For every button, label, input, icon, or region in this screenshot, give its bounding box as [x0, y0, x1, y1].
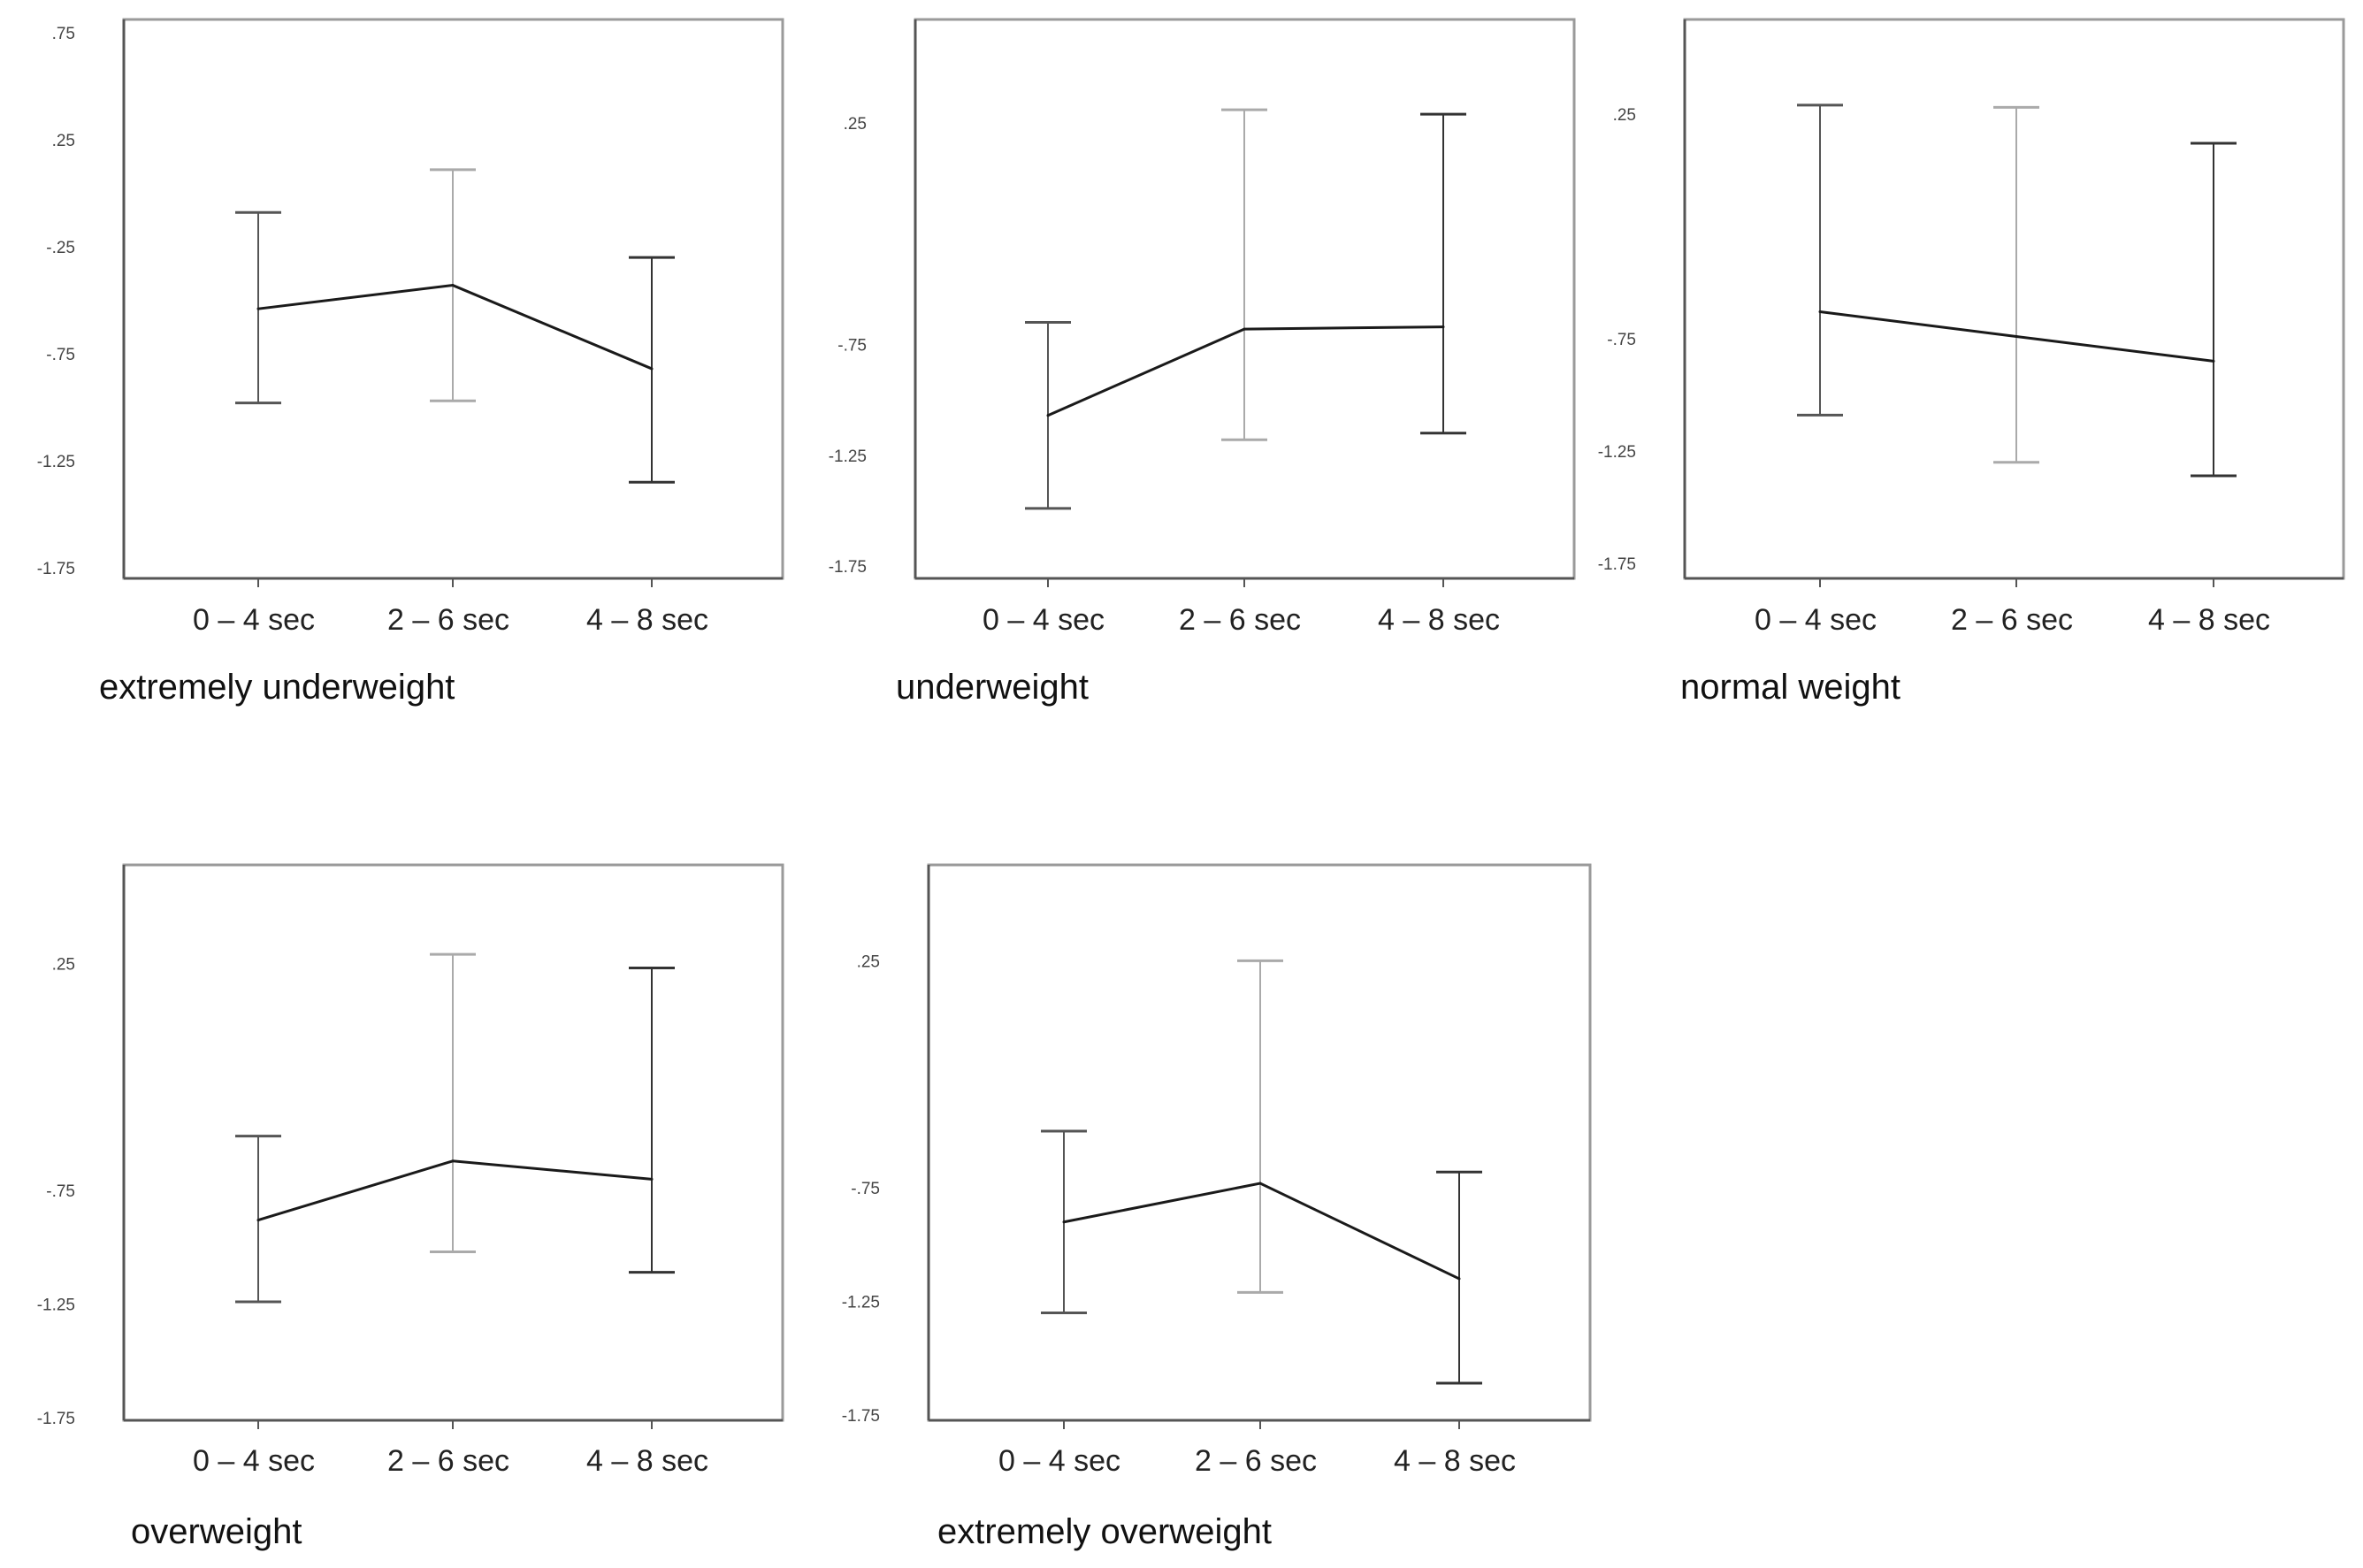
y-tick-label: -1.75 [1598, 555, 1636, 574]
y-tick-label: -.75 [46, 346, 75, 364]
mean-line [257, 284, 653, 371]
chart-panel: .25 -.75 -1.25 -1.75 0 – 4 sec 2 – 6 sec 4 – 8… [842, 863, 1592, 1551]
y-tick-label: -1.25 [842, 1294, 880, 1312]
mean-line [1063, 1182, 1460, 1281]
x-tick-label: 2 – 6 sec [1179, 603, 1301, 637]
x-tick-label: 0 – 4 sec [1755, 603, 1877, 637]
y-tick-label: .25 [52, 132, 75, 150]
y-tick-label: -.75 [1607, 331, 1636, 349]
y-tick-label: -.75 [46, 1182, 75, 1201]
y-tick-label: -1.75 [829, 558, 867, 577]
x-tick-label: 0 – 4 sec [998, 1444, 1120, 1478]
y-tick-label: .25 [857, 952, 880, 971]
panel-title: extremely overweight [937, 1512, 1272, 1551]
panel-title: extremely underweight [99, 668, 455, 707]
x-tick-label: 0 – 4 sec [193, 603, 315, 637]
x-tick-label: 2 – 6 sec [387, 603, 509, 637]
plot-frame [1683, 18, 2345, 580]
data-point [451, 1159, 455, 1163]
x-tick-label: 4 – 8 sec [586, 603, 708, 637]
panel-title: underweight [896, 668, 1089, 707]
y-tick-label: -1.75 [37, 1410, 75, 1428]
y-tick-label: -.75 [851, 1180, 880, 1198]
y-tick-label: .25 [52, 955, 75, 974]
y-tick-label: -1.25 [37, 453, 75, 471]
panel-title: normal weight [1680, 668, 1900, 707]
data-point [256, 1219, 260, 1222]
y-tick-label: .25 [1613, 106, 1636, 125]
data-point [1062, 1220, 1066, 1224]
chart-panel: .25 -.75 -1.25 -1.75 0 – 4 sec 2 – 6 sec 4 – 8… [37, 863, 784, 1551]
y-tick-label: .75 [52, 25, 75, 43]
y-tick-label: -1.25 [1598, 443, 1636, 462]
y-tick-label: -.25 [46, 239, 75, 257]
data-point [1818, 310, 1822, 314]
y-tick-label: .25 [844, 115, 867, 134]
x-tick-label: 2 – 6 sec [1195, 1444, 1317, 1478]
x-tick-label: 0 – 4 sec [193, 1444, 315, 1478]
data-point [1243, 327, 1246, 331]
chart-panel: .25 -.75 -1.25 -1.75 0 – 4 sec 2 – 6 sec 4 – 8… [1598, 18, 2345, 707]
panel-title: overweight [131, 1512, 302, 1551]
x-tick-label: 2 – 6 sec [1951, 603, 2073, 637]
mean-line [257, 1159, 653, 1222]
x-tick-label: 4 – 8 sec [2148, 603, 2270, 637]
y-tick-label: -1.75 [37, 560, 75, 578]
x-tick-label: 0 – 4 sec [983, 603, 1105, 637]
data-point [451, 284, 455, 287]
y-tick-label: -1.25 [37, 1296, 75, 1315]
data-point [650, 367, 654, 371]
data-point [2015, 334, 2018, 338]
data-point [650, 1177, 654, 1181]
y-tick-label: -.75 [837, 337, 867, 356]
data-point [2212, 359, 2215, 363]
x-tick-label: 2 – 6 sec [387, 1444, 509, 1478]
data-point [1046, 414, 1050, 417]
data-point [1258, 1182, 1262, 1185]
chart-panel: .25 -.75 -1.25 -1.75 0 – 4 sec 2 – 6 sec 4 – 8… [829, 18, 1576, 707]
data-point [256, 307, 260, 310]
x-tick-label: 4 – 8 sec [586, 1444, 708, 1478]
y-tick-label: -1.75 [842, 1407, 880, 1426]
data-point [1457, 1277, 1461, 1281]
x-tick-label: 4 – 8 sec [1394, 1444, 1516, 1478]
mean-line [1047, 325, 1444, 417]
data-point [1442, 325, 1445, 329]
x-tick-label: 4 – 8 sec [1378, 603, 1500, 637]
y-tick-label: -1.25 [829, 447, 867, 466]
chart-panel: .75 .25 -.25 -.75 -1.25 -1.75 0 – 4 sec 2 – 6 s… [37, 18, 784, 707]
